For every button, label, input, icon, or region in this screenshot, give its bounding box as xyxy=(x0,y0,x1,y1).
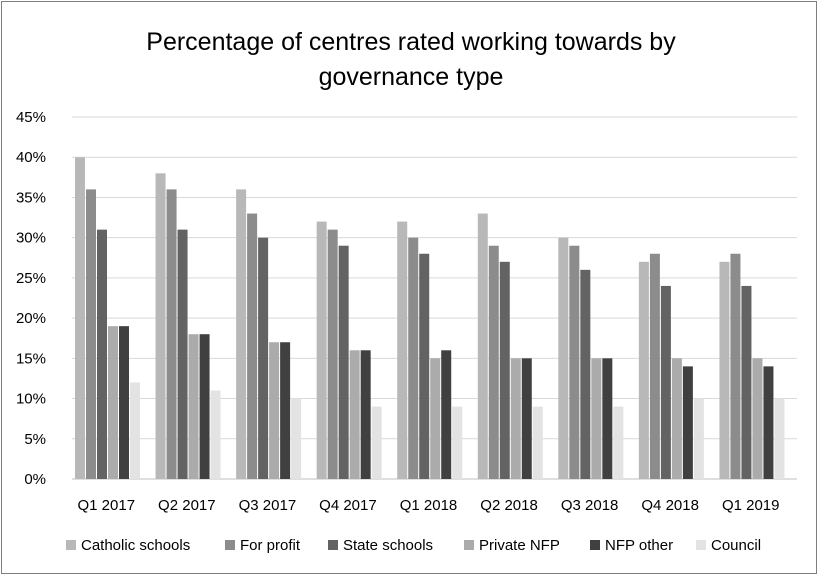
y-tick-label: 25% xyxy=(16,270,46,287)
bar xyxy=(419,253,430,479)
bar xyxy=(580,269,591,479)
bar xyxy=(155,173,166,480)
x-tick-label: Q2 2018 xyxy=(480,497,538,514)
bar xyxy=(258,237,269,479)
bar-area xyxy=(75,157,785,480)
bar xyxy=(638,261,649,479)
bar xyxy=(199,334,210,479)
bar xyxy=(291,398,302,479)
bar xyxy=(371,406,382,479)
legend-label: Private NFP xyxy=(479,537,560,554)
x-tick-label: Q2 2017 xyxy=(158,497,216,514)
bar xyxy=(280,342,291,479)
bar xyxy=(591,358,602,479)
x-tick-label: Q1 2019 xyxy=(722,497,780,514)
legend-label: Council xyxy=(711,537,761,554)
bar xyxy=(397,221,408,480)
bar xyxy=(269,342,280,479)
bar xyxy=(693,398,704,479)
bar xyxy=(408,237,419,479)
x-tick-label: Q3 2017 xyxy=(239,497,297,514)
bar xyxy=(119,326,129,479)
bar xyxy=(210,390,221,479)
x-axis: Q1 2017 Q2 2017 Q3 2017 Q4 2017 Q1 2018 Q2 20… xyxy=(78,497,780,514)
x-tick-label: Q4 2017 xyxy=(319,497,377,514)
bar xyxy=(558,237,569,479)
legend-swatch xyxy=(590,540,600,550)
bar xyxy=(569,245,580,479)
bar xyxy=(108,326,118,479)
bar xyxy=(338,245,349,479)
bar xyxy=(360,350,371,479)
bar xyxy=(602,358,613,479)
bar xyxy=(327,229,338,479)
y-tick-label: 10% xyxy=(16,391,46,408)
legend-label: NFP other xyxy=(605,537,673,554)
legend-swatch xyxy=(696,540,706,550)
bar xyxy=(499,261,510,479)
bar xyxy=(188,334,199,479)
bar xyxy=(741,285,752,479)
legend-swatch xyxy=(225,540,235,550)
bar xyxy=(130,382,140,479)
bar xyxy=(247,213,258,480)
bar xyxy=(730,253,741,479)
bar xyxy=(316,221,327,480)
y-tick-label: 30% xyxy=(16,230,46,247)
bar xyxy=(477,213,488,480)
bar xyxy=(430,358,441,479)
legend-swatch xyxy=(328,540,338,550)
bar xyxy=(521,358,532,479)
bar xyxy=(236,189,247,479)
bar xyxy=(763,366,774,479)
bar xyxy=(349,350,360,479)
bar xyxy=(613,406,624,479)
bar xyxy=(177,229,188,479)
y-tick-label: 5% xyxy=(24,431,46,448)
bar xyxy=(441,350,452,479)
bar xyxy=(86,189,96,479)
bar xyxy=(682,366,693,479)
bar xyxy=(532,406,543,479)
legend-swatch xyxy=(66,540,76,550)
bar xyxy=(166,189,177,479)
bar xyxy=(510,358,521,479)
chart-title-line-2: governance type xyxy=(319,63,504,91)
legend-label: State schools xyxy=(343,537,433,554)
x-tick-label: Q1 2017 xyxy=(78,497,136,514)
x-tick-label: Q3 2018 xyxy=(561,497,619,514)
bar xyxy=(488,245,499,479)
bar xyxy=(719,261,730,479)
bar xyxy=(671,358,682,479)
x-tick-label: Q1 2018 xyxy=(400,497,458,514)
y-tick-label: 35% xyxy=(16,189,46,206)
bar xyxy=(649,253,660,479)
bar xyxy=(75,157,85,479)
bar xyxy=(97,229,107,479)
bar xyxy=(752,358,763,479)
bar xyxy=(774,398,785,479)
y-tick-label: 15% xyxy=(16,350,46,367)
y-tick-label: 40% xyxy=(16,149,46,166)
chart-title-line-1: Percentage of centres rated working towa… xyxy=(146,28,676,56)
y-axis: 0% 5% 10% 15% 20% 25% 30% 35% 40% 45% xyxy=(16,109,46,488)
chart-title: Percentage of centres rated working towa… xyxy=(146,28,676,91)
x-tick-label: Q4 2018 xyxy=(641,497,699,514)
legend-label: Catholic schools xyxy=(81,537,190,554)
y-tick-label: 0% xyxy=(24,471,46,488)
legend-label: For profit xyxy=(240,537,301,554)
bar xyxy=(660,285,671,479)
y-tick-label: 20% xyxy=(16,310,46,327)
legend: Catholic schools For profit State schools P… xyxy=(66,537,761,554)
y-tick-label: 45% xyxy=(16,109,46,126)
bar xyxy=(452,406,463,479)
legend-swatch xyxy=(464,540,474,550)
